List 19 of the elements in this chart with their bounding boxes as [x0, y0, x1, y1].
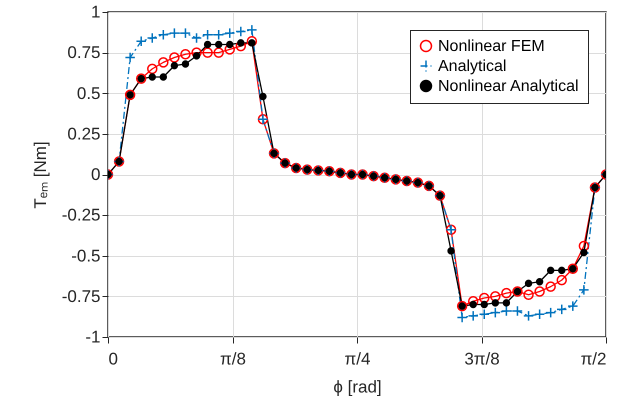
- x-tick-label: π/4: [344, 350, 370, 368]
- y-tick-label: -0.75: [62, 286, 100, 306]
- legend-label: Nonlinear FEM: [438, 38, 545, 55]
- y-tick-label: 0.75: [67, 43, 100, 62]
- y-tick-label: -0.25: [62, 206, 100, 225]
- y-tick-label: -0.5: [71, 246, 100, 266]
- x-axis-title: ϕ [rad]: [333, 378, 382, 396]
- y-tick-label: -1: [85, 328, 100, 346]
- y-tick-label: 1: [91, 2, 100, 22]
- y-tick-label: 0.25: [67, 124, 100, 144]
- x-tick-label: 3π/8: [464, 350, 500, 368]
- x-tick-label: 0: [108, 350, 118, 368]
- y-tick-label: 0.5: [76, 84, 100, 103]
- x-tick-label: π/8: [220, 350, 246, 368]
- y-axis-title: Tₑₘ [Nm]: [30, 141, 50, 209]
- legend-label: Analytical: [438, 58, 506, 75]
- legend-label: Nonlinear Analytical: [438, 78, 579, 95]
- y-tick-label: 0: [91, 165, 100, 184]
- x-tick-label: π/2: [580, 350, 606, 368]
